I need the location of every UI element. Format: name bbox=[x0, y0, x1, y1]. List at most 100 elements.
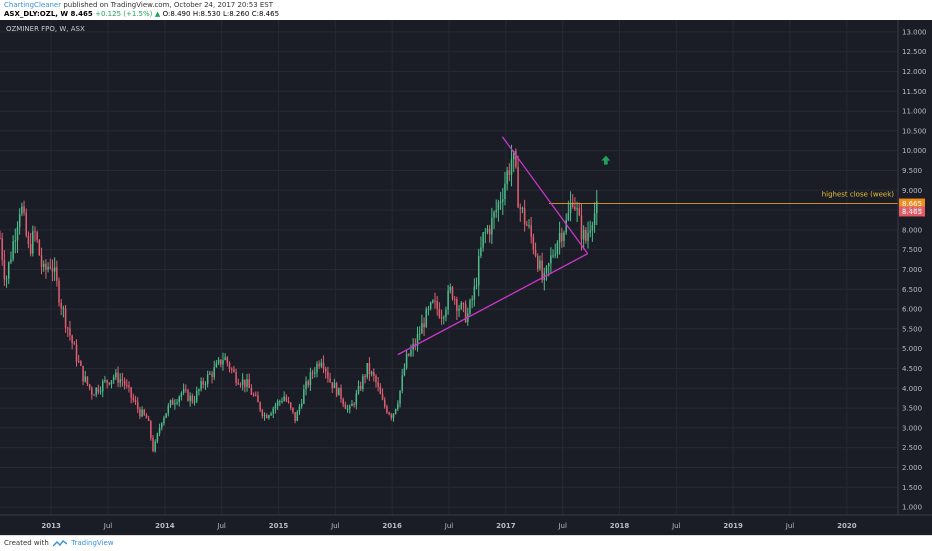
price-axis[interactable]: 1.000 1.500 2.000 2.500 3.000 3.500 4.000 4.500… bbox=[902, 28, 927, 511]
candle-body bbox=[244, 379, 246, 387]
candle-body bbox=[443, 317, 445, 319]
author-link[interactable]: ChartingCleaner bbox=[4, 1, 62, 9]
ohlc-low: L:8.260 bbox=[223, 10, 250, 18]
candle-body bbox=[370, 372, 373, 375]
candle-body bbox=[491, 217, 493, 235]
candle-body bbox=[515, 150, 517, 167]
candle-body bbox=[156, 433, 159, 442]
candle-body bbox=[128, 385, 130, 388]
ohlc-high: H:8.530 bbox=[192, 10, 221, 18]
candle-body bbox=[191, 395, 194, 402]
candle-body bbox=[331, 382, 334, 389]
time-axis[interactable]: 2013 Jul 2014 Jul 2015 Jul 2016 Jul 2017 Jul 2018 J… bbox=[41, 522, 856, 530]
candle-body bbox=[558, 233, 561, 243]
x-tick-label: 2017 bbox=[496, 522, 516, 530]
candle-body bbox=[130, 387, 132, 398]
candle-body bbox=[294, 412, 296, 421]
candle-body bbox=[567, 213, 570, 220]
candle-body bbox=[447, 290, 449, 310]
candle-body bbox=[585, 229, 587, 241]
candle-body bbox=[71, 335, 73, 344]
candle-body bbox=[51, 268, 54, 272]
candle-body bbox=[228, 363, 231, 369]
y-tick-label: 10.500 bbox=[902, 127, 927, 135]
x-tick-label: 2019 bbox=[723, 522, 743, 530]
candle-body bbox=[307, 381, 309, 386]
candle-body bbox=[106, 379, 108, 383]
candle-body bbox=[91, 388, 93, 395]
candle-body bbox=[167, 405, 170, 414]
candle-body bbox=[67, 327, 69, 329]
symbol-line: ASX_DLY:OZL, W 8.465 +0.125 (+1.5%) ▲ O:… bbox=[4, 10, 279, 18]
candle-body bbox=[368, 363, 371, 375]
candle-body bbox=[460, 303, 462, 309]
candle-body bbox=[276, 401, 279, 406]
candle-body bbox=[351, 403, 353, 407]
candle-body bbox=[338, 387, 340, 396]
candle-body bbox=[357, 385, 360, 394]
candle-body bbox=[587, 232, 589, 241]
candle-body bbox=[521, 207, 524, 209]
created-with-label: Created with bbox=[4, 539, 49, 547]
candle-body bbox=[77, 361, 80, 363]
candle-body bbox=[80, 361, 82, 366]
candle-body bbox=[506, 170, 508, 184]
candle-body bbox=[23, 206, 25, 213]
symbol-name: ASX_DLY:OZL, W bbox=[4, 10, 69, 18]
last-value: 8.465 bbox=[70, 10, 93, 18]
candle-body bbox=[423, 323, 425, 328]
candle-body bbox=[123, 380, 126, 385]
candle-body bbox=[320, 362, 323, 367]
candle-body bbox=[272, 408, 274, 414]
candle-body bbox=[342, 399, 344, 405]
candle-body bbox=[303, 389, 305, 404]
candle-body bbox=[340, 387, 342, 400]
candle-body bbox=[523, 207, 526, 225]
candle-body bbox=[432, 300, 434, 303]
candle-body bbox=[233, 369, 235, 373]
candle-body bbox=[174, 403, 176, 405]
candle-body bbox=[462, 303, 465, 305]
candle-body bbox=[97, 387, 100, 392]
y-tick-label: 5.000 bbox=[902, 345, 922, 353]
candle-body bbox=[425, 309, 428, 328]
y-tick-label: 11.500 bbox=[902, 88, 927, 96]
candle-body bbox=[287, 400, 290, 403]
y-tick-label: 8.000 bbox=[902, 226, 922, 234]
candle-body bbox=[84, 376, 87, 382]
x-tick-label: 2018 bbox=[610, 522, 630, 530]
candle-body bbox=[198, 389, 200, 391]
candle-body bbox=[237, 382, 240, 385]
candle-body bbox=[143, 409, 146, 415]
candle-body bbox=[60, 302, 62, 309]
candle-body bbox=[263, 415, 266, 417]
candle-body bbox=[353, 403, 355, 405]
candle-body bbox=[519, 207, 522, 209]
candle-body bbox=[373, 372, 375, 377]
candle-body bbox=[550, 255, 552, 264]
candle-body bbox=[25, 212, 27, 236]
candle-body bbox=[366, 363, 368, 377]
candle-body bbox=[427, 308, 430, 310]
tradingview-brand-link[interactable]: TradingView bbox=[71, 539, 114, 547]
candle-body bbox=[101, 381, 104, 392]
ohlc-open: O:8.490 bbox=[162, 10, 191, 18]
candle-body bbox=[158, 427, 161, 434]
candle-body bbox=[574, 206, 576, 210]
candle-body bbox=[329, 378, 331, 383]
y-tick-label: 9.000 bbox=[902, 187, 922, 195]
candle-body bbox=[99, 391, 102, 393]
candle-body bbox=[215, 363, 218, 368]
candle-body bbox=[445, 309, 447, 318]
candle-body bbox=[292, 407, 294, 413]
candle-body bbox=[571, 202, 574, 207]
publication-line: ChartingCleaner published on TradingView… bbox=[4, 1, 273, 9]
y-tick-label: 13.000 bbox=[902, 28, 927, 36]
candle-body bbox=[300, 403, 303, 407]
candle-body bbox=[434, 300, 436, 302]
candle-body bbox=[349, 406, 351, 409]
x-tick-label: Jul bbox=[444, 522, 454, 530]
x-tick-label: 2020 bbox=[837, 522, 857, 530]
candle-body bbox=[565, 219, 567, 233]
